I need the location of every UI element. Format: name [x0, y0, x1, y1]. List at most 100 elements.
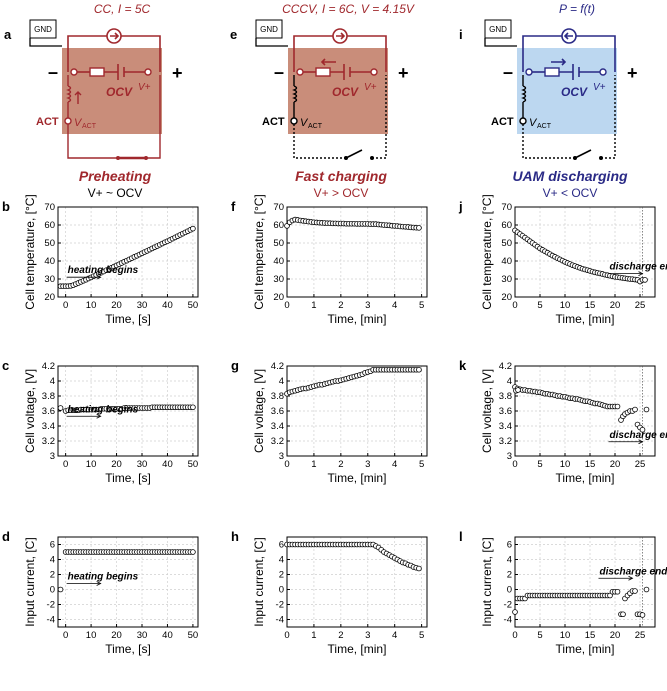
terminal-minus-node — [70, 68, 78, 76]
x-tick-label: 3 — [365, 300, 370, 311]
switch-contact — [144, 156, 148, 160]
chart-g: 0 1 2 3 4 5 3 3.2 3.4 3.6 3.8 4 4.2 Time, [min] Cell v… — [231, 358, 428, 485]
x-tick-label: 10 — [560, 630, 571, 641]
data-point — [190, 404, 196, 411]
annotation-text: heating begins — [68, 572, 139, 583]
y-tick-label: 60 — [501, 220, 512, 231]
y-tick-label: 3 — [507, 451, 512, 462]
x-tick-label: 0 — [284, 459, 289, 470]
plus-terminal-label: + — [398, 63, 409, 83]
minus-terminal-label: – — [48, 62, 58, 82]
y-tick-label: -2 — [504, 600, 512, 611]
y-tick-label: 3.2 — [271, 436, 284, 447]
y-tick-label: 2 — [279, 570, 284, 581]
x-tick-label: 20 — [610, 630, 621, 641]
gnd-box — [255, 19, 283, 39]
y-axis-label: Cell temperature, [°C] — [252, 194, 266, 310]
act-node — [290, 117, 298, 125]
x-tick-label: 20 — [610, 300, 621, 311]
y-tick-label: 4 — [50, 376, 55, 387]
y-axis-label: Cell voltage, [V] — [252, 369, 266, 453]
x-axis-label: Time, [min] — [328, 312, 387, 326]
act-label: ACT — [491, 116, 514, 128]
y-axis-label: Input current, [C] — [252, 537, 266, 626]
y-tick-label: 0 — [279, 585, 284, 596]
annotation-arrowhead — [96, 581, 102, 586]
y-tick-label: 3.8 — [42, 391, 55, 402]
y-tick-label: 30 — [501, 274, 512, 285]
chart-k: 0 5 10 15 20 25 3 3.2 3.4 3.6 3.8 4 4.2 Time, [min] Ce… — [459, 358, 667, 485]
x-tick-label: 2 — [338, 459, 343, 470]
panel-letter: c — [2, 358, 9, 373]
x-tick-label: 1 — [311, 300, 316, 311]
annotation-arrowhead — [638, 271, 644, 276]
data-point — [416, 565, 422, 572]
switch-contact — [573, 156, 577, 160]
y-tick-label: 4 — [507, 555, 512, 566]
x-tick-label: 40 — [162, 300, 173, 311]
y-axis-label: Input current, [C] — [480, 537, 494, 626]
switch-loop-wire — [522, 75, 616, 159]
annotation-arrowhead — [628, 575, 634, 581]
y-tick-label: -4 — [276, 615, 284, 626]
y-tick-label: 3.6 — [271, 406, 284, 417]
x-tick-label: 20 — [111, 630, 122, 641]
x-tick-label: 30 — [137, 300, 148, 311]
x-tick-label: 0 — [284, 300, 289, 311]
x-tick-label: 0 — [63, 300, 68, 311]
y-axis-label: Cell voltage, [V] — [480, 369, 494, 453]
x-tick-label: 0 — [63, 459, 68, 470]
panel-letter: h — [231, 529, 239, 544]
y-axis-label: Cell temperature, [°C] — [480, 194, 494, 310]
chart-h: 0 1 2 3 4 5 -4 -2 0 2 4 6 Time, [min] Input current, … — [231, 529, 428, 656]
terminal-plus-node — [144, 68, 152, 76]
chart-c: 0 10 20 30 40 50 3 3.2 3.4 3.6 3.8 4 4.2 Time, [s] Cel… — [2, 358, 199, 485]
y-tick-label: 3.8 — [271, 391, 284, 402]
data-point — [190, 225, 196, 232]
annotation-arrowhead — [96, 274, 102, 280]
data-point — [57, 405, 64, 411]
current-arrow-icon — [320, 58, 336, 66]
y-tick-label: 4 — [279, 555, 284, 566]
x-tick-label: 1 — [311, 630, 316, 641]
data-point — [416, 366, 422, 373]
x-axis-label: Time, [min] — [328, 642, 387, 656]
data-point — [607, 592, 613, 599]
x-tick-label: 0 — [284, 630, 289, 641]
x-tick-label: 10 — [86, 459, 97, 470]
annotation-text: discharge ends — [610, 262, 667, 273]
x-tick-label: 0 — [512, 300, 517, 311]
data-point — [639, 426, 646, 433]
ocv-label: OCV — [332, 85, 359, 99]
switch-contact — [370, 156, 374, 160]
chart-j: 0 5 10 15 20 25 20 30 40 50 60 70 Time, [min] Cell te… — [458, 194, 667, 326]
panel-letter: k — [459, 358, 467, 373]
data-point — [614, 588, 621, 595]
y-tick-label: 4.2 — [271, 361, 284, 372]
resistor-icon — [544, 67, 560, 77]
y-tick-label: 3.4 — [271, 421, 284, 432]
battery-icon — [559, 64, 601, 80]
data-point — [190, 549, 196, 555]
x-tick-label: 50 — [188, 459, 199, 470]
voltage-relation: V+ < OCV — [543, 186, 598, 200]
x-tick-label: 5 — [419, 630, 424, 641]
switch-loop-wire — [67, 75, 161, 159]
vplus-label: V+ — [364, 82, 377, 93]
chart-b: 0 10 20 30 40 50 20 30 40 50 60 70 Time, [s] Cell tem… — [2, 194, 199, 326]
switch-contact — [344, 156, 348, 160]
x-tick-label: 50 — [188, 300, 199, 311]
x-axis-label: Time, [min] — [328, 471, 387, 485]
plot-frame — [286, 206, 428, 298]
coil-icon — [66, 75, 72, 118]
data-point — [416, 225, 422, 231]
battery-icon — [330, 64, 372, 80]
x-axis-label: Time, [min] — [556, 471, 615, 485]
heat-arrow-icon — [74, 91, 82, 104]
y-tick-label: 40 — [273, 256, 284, 267]
annotation-text: discharge ends — [610, 430, 667, 441]
y-tick-label: 70 — [501, 202, 512, 213]
x-tick-label: 25 — [635, 630, 646, 641]
